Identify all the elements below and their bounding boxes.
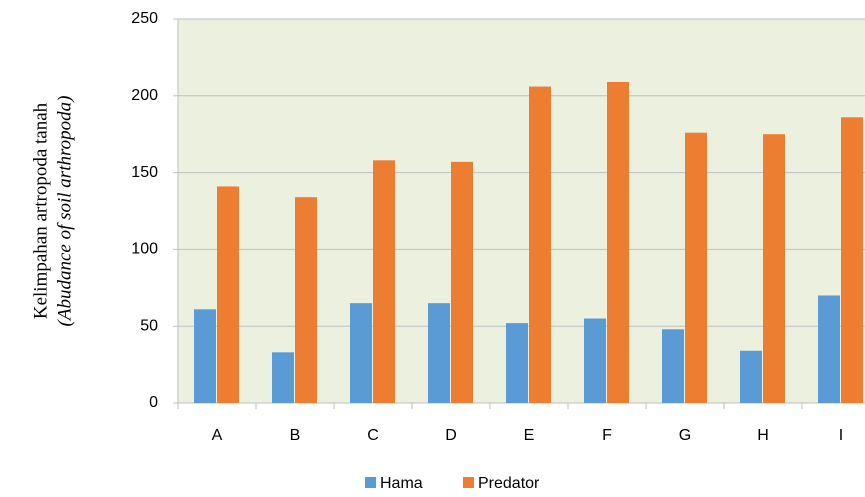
x-tick-label: G (679, 427, 691, 444)
bar (584, 318, 606, 403)
y-tick-label: 0 (149, 394, 158, 411)
x-tick-label: C (367, 427, 379, 444)
x-tick-label: E (524, 427, 535, 444)
bar (841, 117, 863, 403)
bar (662, 329, 684, 403)
bar (685, 132, 707, 403)
legend-label: Predator (478, 475, 540, 492)
y-tick-label: 200 (131, 87, 158, 104)
x-tick-label: B (290, 427, 301, 444)
legend-swatch (365, 477, 376, 488)
bar (763, 134, 785, 403)
y-tick-label: 50 (140, 317, 158, 334)
x-tick-label: H (757, 427, 769, 444)
bar (740, 350, 762, 403)
bar (428, 303, 450, 403)
x-tick-label: A (212, 427, 223, 444)
x-tick-label: D (445, 427, 457, 444)
y-axis-label: Kelimpahan artropoda tanah (30, 102, 51, 319)
legend-label: Hama (380, 475, 423, 492)
y-tick-label: 250 (131, 10, 158, 27)
bar (217, 186, 239, 403)
x-tick-label: I (839, 427, 843, 444)
bar (818, 295, 840, 403)
bar (272, 352, 294, 403)
bar (295, 197, 317, 403)
bar (451, 161, 473, 403)
bar (194, 309, 216, 403)
x-tick-label: F (602, 427, 612, 444)
bar (506, 323, 528, 403)
bar (350, 303, 372, 403)
y-axis-label: (Abudance of soil arthropoda) (54, 96, 75, 327)
bar (373, 160, 395, 403)
bar (529, 86, 551, 404)
bar (607, 81, 629, 403)
legend-swatch (463, 477, 474, 488)
y-tick-label: 100 (131, 241, 158, 258)
y-tick-label: 150 (131, 164, 158, 181)
